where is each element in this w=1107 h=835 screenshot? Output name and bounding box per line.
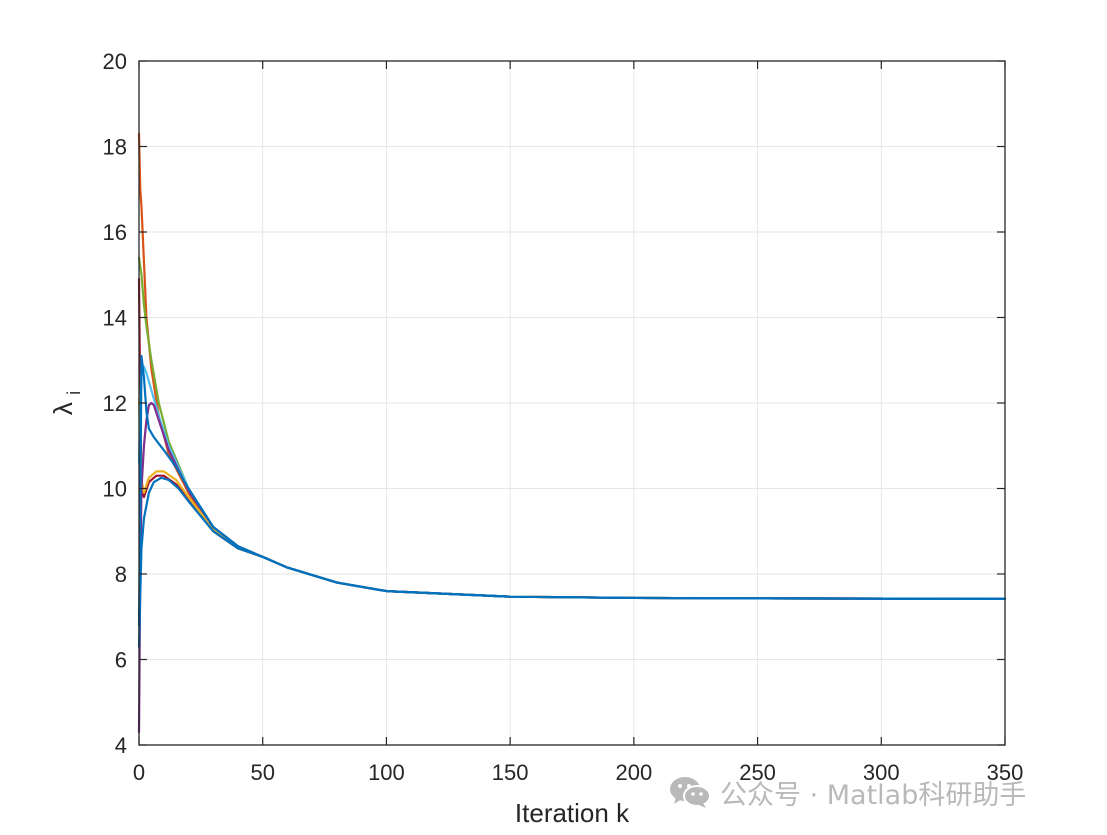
x-tick-label: 300 bbox=[863, 760, 900, 785]
y-tick-label: 18 bbox=[103, 135, 127, 160]
data-series bbox=[137, 132, 1007, 734]
series-line-1 bbox=[137, 132, 1007, 600]
y-tick-label: 20 bbox=[103, 49, 127, 74]
y-tick-label: 14 bbox=[103, 306, 127, 331]
x-tick-label: 200 bbox=[615, 760, 652, 785]
watermark-text: 公众号 · Matlab科研助手 bbox=[720, 779, 1027, 811]
series-line-6 bbox=[137, 401, 1007, 734]
y-tick-label: 8 bbox=[115, 562, 127, 587]
series-line-3 bbox=[137, 277, 1007, 600]
series-line-4 bbox=[137, 397, 1007, 600]
y-axis-label: λ i bbox=[48, 391, 84, 415]
y-tick-label: 12 bbox=[103, 391, 127, 416]
y-axis-label-subscript: i bbox=[64, 391, 84, 395]
x-tick-label: 150 bbox=[492, 760, 529, 785]
y-tick-label: 4 bbox=[115, 733, 127, 758]
axis-ticks: 0 50 100 150 200 250 300 350 4 6 8 10 12 14 16 18 20 bbox=[103, 49, 1024, 785]
y-tick-label: 6 bbox=[115, 648, 127, 673]
grid-lines bbox=[138, 60, 1006, 746]
watermark: 公众号 · Matlab科研助手 bbox=[668, 772, 1026, 812]
series-line-7 bbox=[137, 354, 1007, 627]
x-axis-label: Iteration k bbox=[515, 798, 630, 828]
series-line-5 bbox=[137, 365, 1007, 600]
series-line-8 bbox=[137, 476, 1007, 648]
x-tick-label: 350 bbox=[987, 760, 1024, 785]
x-tick-label: 250 bbox=[739, 760, 776, 785]
wechat-icon bbox=[670, 777, 711, 808]
x-tick-label: 0 bbox=[133, 760, 145, 785]
series-line-2 bbox=[137, 256, 1007, 600]
y-axis-label-symbol: λ bbox=[48, 402, 78, 415]
y-tick-label: 16 bbox=[103, 220, 127, 245]
y-tick-label: 10 bbox=[103, 477, 127, 502]
x-tick-label: 100 bbox=[368, 760, 405, 785]
x-tick-label: 50 bbox=[250, 760, 274, 785]
